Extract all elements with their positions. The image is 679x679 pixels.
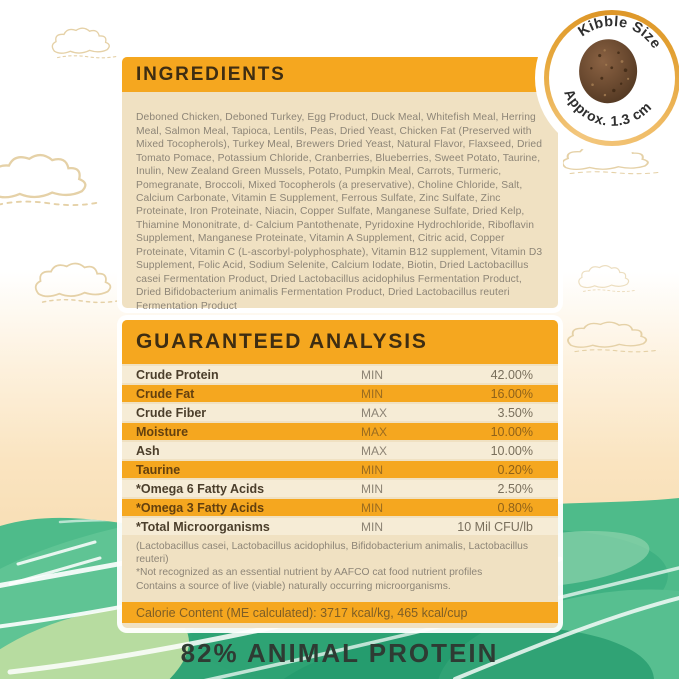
row-basis: MIN [361, 500, 383, 515]
table-row: Crude Protein MIN 42.00% [122, 366, 558, 383]
table-row: Ash MAX 10.00% [122, 442, 558, 459]
kibble-image [579, 39, 638, 104]
row-value: 42.00% [490, 367, 533, 382]
ingredients-title: INGREDIENTS [136, 63, 286, 85]
row-basis: MAX [361, 443, 388, 458]
ingredients-header-band: INGREDIENTS [122, 57, 558, 92]
row-value: 10.00% [490, 443, 533, 458]
footnote: *Not recognized as an essential nutrient… [136, 567, 483, 579]
table-row: Moisture MAX 10.00% [122, 423, 558, 440]
calorie-content-text: Calorie Content (ME calculated): 3717 kc… [136, 605, 468, 620]
cloud-icon [34, 262, 124, 304]
row-basis: MAX [361, 405, 388, 420]
row-value: 0.80% [497, 500, 533, 515]
row-basis: MIN [361, 519, 383, 534]
table-row: *Omega 3 Fatty Acids MIN 0.80% [122, 499, 558, 516]
table-row: Crude Fiber MAX 3.50% [122, 404, 558, 421]
badge-graphic: Kibble Size Approx. 1.3 cm [557, 10, 668, 136]
footnote: (Lactobacillus casei, Lactobacillus acid… [136, 541, 529, 566]
row-label: *Total Microorganisms [136, 519, 270, 534]
row-value: 3.50% [497, 405, 533, 420]
cloud-icon [567, 321, 660, 353]
row-value: 10 Mil CFU/lb [457, 519, 533, 534]
row-label: Moisture [136, 424, 189, 439]
row-value: 10.00% [490, 424, 533, 439]
row-label: *Omega 6 Fatty Acids [136, 481, 265, 496]
row-basis: MAX [361, 424, 388, 439]
row-value: 16.00% [490, 386, 533, 401]
table-row: Crude Fat MIN 16.00% [122, 385, 558, 402]
calorie-content-band: Calorie Content (ME calculated): 3717 kc… [122, 602, 558, 623]
cloud-icon [51, 27, 120, 59]
cloud-icon [578, 265, 638, 293]
row-basis: MIN [361, 462, 383, 477]
row-label: Crude Fat [136, 386, 195, 401]
row-label: Ash [136, 443, 160, 458]
cloud-icon [0, 153, 102, 207]
row-basis: MIN [361, 367, 383, 382]
animal-protein-claim: 82% ANIMAL PROTEIN [180, 638, 499, 668]
guaranteed-analysis-panel: GUARANTEED ANALYSIS Crude Protein MIN 42… [122, 320, 558, 628]
ingredients-list: Deboned Chicken, Deboned Turkey, Egg Pro… [136, 112, 543, 312]
ingredients-panel: INGREDIENTS Deboned Chicken, Deboned Tur… [122, 57, 558, 312]
row-label: Taurine [136, 462, 181, 477]
analysis-title: GUARANTEED ANALYSIS [136, 330, 428, 353]
table-row: Taurine MIN 0.20% [122, 461, 558, 478]
row-basis: MIN [361, 386, 383, 401]
analysis-header-band: GUARANTEED ANALYSIS [122, 320, 558, 364]
row-label: Crude Protein [136, 367, 219, 382]
footnote: Contains a source of live (viable) natur… [136, 580, 451, 592]
table-row: *Omega 6 Fatty Acids MIN 2.50% [122, 480, 558, 497]
row-basis: MIN [361, 481, 383, 496]
row-value: 0.20% [497, 462, 533, 477]
analysis-table: Crude Protein MIN 42.00% Crude Fat MIN 1… [122, 366, 558, 537]
analysis-footnotes: (Lactobacillus casei, Lactobacillus acid… [136, 540, 544, 593]
table-row: *Total Microorganisms MIN 10 Mil CFU/lb [122, 518, 558, 535]
kibble-size-badge: Kibble Size Approx. 1.3 cm [544, 10, 679, 146]
row-label: Crude Fiber [136, 405, 207, 420]
row-value: 2.50% [497, 481, 533, 496]
row-label: *Omega 3 Fatty Acids [136, 500, 265, 515]
